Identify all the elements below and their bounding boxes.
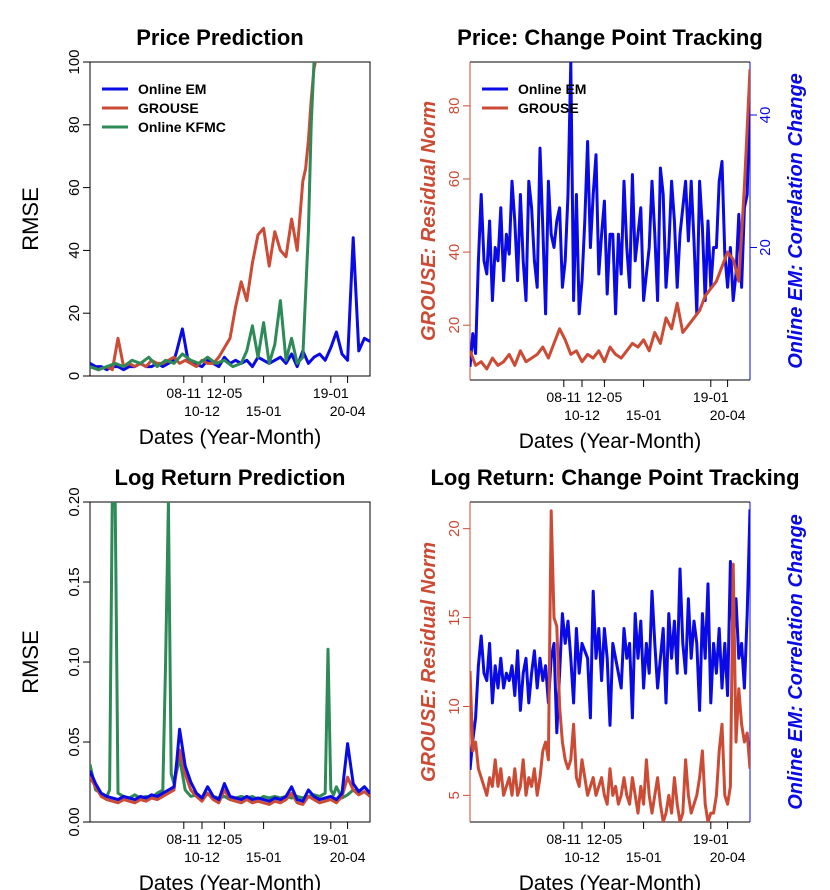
x-tick-label: 20-04 bbox=[710, 407, 746, 423]
x-tick-label: 20-04 bbox=[330, 403, 366, 419]
legend-label: GROUSE bbox=[518, 100, 579, 116]
plot-border bbox=[89, 61, 371, 377]
x-tick-label: 12-05 bbox=[586, 389, 622, 405]
y-tick-label: 0 bbox=[66, 372, 83, 380]
y-axis-label: RMSE bbox=[18, 187, 43, 251]
chart-logret-pred: Log Return Prediction 0.00 0.05 0.10 0.15 0.2… bbox=[18, 465, 371, 890]
series-line-grouse bbox=[470, 509, 750, 822]
y-tick-label: 10 bbox=[446, 698, 463, 715]
x-tick-label: 12-05 bbox=[206, 831, 242, 847]
x-tick-label: 20-04 bbox=[330, 849, 366, 865]
legend-label: Online EM bbox=[518, 81, 586, 97]
y-tick-label: 15 bbox=[446, 609, 463, 626]
chart-price-cp: Price: Change Point Tracking 20 40 60 80 20 40… bbox=[418, 25, 807, 453]
x-tick-label: 20-04 bbox=[710, 849, 746, 865]
y2-tick-label: 20 bbox=[757, 239, 774, 256]
x-tick-label: 19-01 bbox=[693, 831, 729, 847]
x-axis-label: Dates (Year-Month) bbox=[139, 872, 321, 890]
x-tick-label: 19-01 bbox=[313, 831, 349, 847]
x-tick-label: 12-05 bbox=[586, 831, 622, 847]
y2-axis-label: Online EM: Correlation Change bbox=[785, 514, 807, 810]
x-tick-label: 10-12 bbox=[184, 849, 220, 865]
series-line-online-em bbox=[470, 509, 750, 771]
y-tick-label: 60 bbox=[66, 179, 83, 196]
y-tick-label: 5 bbox=[446, 791, 463, 799]
series-line-grouse bbox=[90, 748, 370, 806]
legend-label: GROUSE bbox=[138, 100, 199, 116]
chart-title: Price: Change Point Tracking bbox=[457, 25, 763, 50]
x-tick-label: 19-01 bbox=[313, 385, 349, 401]
x-tick-label: 08-11 bbox=[166, 831, 201, 847]
x-tick-label: 12-05 bbox=[206, 385, 242, 401]
series-line-online-em bbox=[90, 727, 370, 803]
y-tick-label: 40 bbox=[446, 244, 463, 261]
series-line-grouse bbox=[90, 62, 317, 372]
y-tick-label: 0.15 bbox=[66, 567, 83, 596]
x-tick-label: 15-01 bbox=[246, 849, 282, 865]
x-axis-label: Dates (Year-Month) bbox=[519, 872, 701, 890]
series-line-online-em bbox=[470, 62, 750, 367]
series-line-grouse bbox=[470, 69, 750, 371]
y-axis-label: GROUSE: Residual Norm bbox=[418, 542, 440, 782]
y-tick-label: 20 bbox=[446, 520, 463, 537]
x-axis-label: Dates (Year-Month) bbox=[519, 430, 701, 453]
legend-label: Online KFMC bbox=[138, 119, 226, 135]
series-line-online-kfmc bbox=[90, 502, 370, 802]
x-tick-label: 10-12 bbox=[564, 407, 600, 423]
y-tick-label: 40 bbox=[66, 242, 83, 259]
y-tick-label: 0.00 bbox=[66, 807, 83, 836]
y-tick-label: 0.10 bbox=[66, 647, 83, 676]
y-tick-label: 60 bbox=[446, 171, 463, 188]
x-tick-label: 10-12 bbox=[184, 403, 220, 419]
y-axis-label: GROUSE: Residual Norm bbox=[418, 101, 440, 341]
y-tick-label: 20 bbox=[446, 317, 463, 334]
x-tick-label: 08-11 bbox=[546, 389, 581, 405]
x-axis-label: Dates (Year-Month) bbox=[139, 426, 321, 449]
chart-price-pred: Price Prediction 0 20 40 60 80 100 RMSE 08-11 10-… bbox=[18, 25, 371, 449]
series-line-online-kfmc bbox=[90, 62, 316, 372]
chart-logret-cp: Log Return: Change Point Tracking 5 10 15 20… bbox=[418, 465, 807, 890]
x-tick-label: 08-11 bbox=[546, 831, 581, 847]
y-axis-label: RMSE bbox=[18, 630, 43, 694]
y-tick-label: 0.20 bbox=[66, 487, 83, 516]
x-tick-label: 19-01 bbox=[693, 389, 729, 405]
y2-axis-label: Online EM: Correlation Change bbox=[785, 73, 807, 369]
legend-label: Online EM bbox=[138, 81, 206, 97]
x-tick-label: 10-12 bbox=[564, 849, 600, 865]
y-tick-label: 80 bbox=[446, 98, 463, 115]
x-tick-label: 15-01 bbox=[626, 407, 662, 423]
series-line-online-em bbox=[90, 236, 370, 372]
chart-title: Price Prediction bbox=[136, 25, 304, 50]
chart-title: Log Return: Change Point Tracking bbox=[430, 465, 799, 490]
chart-title: Log Return Prediction bbox=[115, 465, 346, 490]
y-tick-label: 20 bbox=[66, 305, 83, 322]
x-tick-label: 15-01 bbox=[626, 849, 662, 865]
y2-tick-label: 40 bbox=[757, 107, 774, 124]
x-tick-label: 08-11 bbox=[166, 385, 201, 401]
x-tick-label: 15-01 bbox=[246, 403, 282, 419]
y-tick-label: 100 bbox=[66, 49, 83, 74]
y-tick-label: 0.05 bbox=[66, 727, 83, 756]
y-tick-label: 80 bbox=[66, 116, 83, 133]
